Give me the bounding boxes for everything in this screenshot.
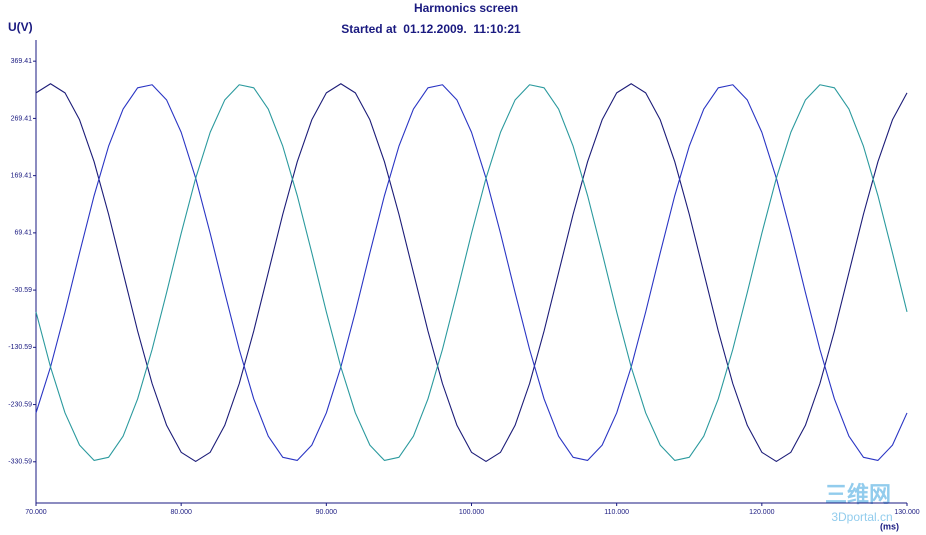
series-line: [35, 84, 908, 461]
y-tick-label: -130.59: [8, 344, 32, 351]
x-tick-label: 80.000: [170, 509, 192, 516]
series-line: [35, 83, 908, 463]
x-tick-label: 130.000: [894, 509, 919, 516]
x-tick-label: 100.000: [459, 509, 484, 516]
chart-subtitle: Started at 01.12.2009. 11:10:21: [341, 22, 521, 36]
series-line: [35, 84, 908, 461]
x-tick-label: 120.000: [749, 509, 774, 516]
y-tick-label: -230.59: [8, 401, 32, 408]
y-tick-label: 369.41: [11, 58, 33, 65]
x-tick-label: 110.000: [604, 509, 629, 516]
x-tick-label: 90.000: [316, 509, 338, 516]
chart-title: Harmonics screen: [414, 1, 518, 15]
y-tick-label: -30.59: [12, 287, 32, 294]
y-tick-label: -330.59: [8, 459, 32, 466]
y-tick-label: 269.41: [11, 115, 33, 122]
x-tick-label: 70.000: [25, 509, 47, 516]
y-tick-label: 69.41: [14, 230, 32, 237]
y-tick-label: 169.41: [11, 172, 33, 179]
y-axis-label: U(V): [8, 20, 33, 34]
x-axis-label: (ms): [880, 521, 899, 531]
watermark-site: 3Dportal.cn: [831, 510, 892, 524]
